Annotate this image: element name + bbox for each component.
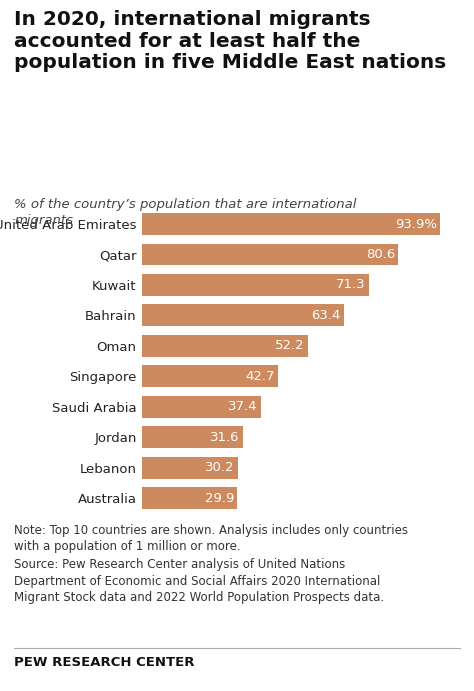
Text: 63.4: 63.4 xyxy=(311,309,340,322)
Bar xyxy=(142,487,237,509)
Text: 37.4: 37.4 xyxy=(228,400,258,413)
Bar xyxy=(142,274,369,296)
Text: 93.9%: 93.9% xyxy=(395,218,437,231)
Text: 42.7: 42.7 xyxy=(245,370,274,383)
Bar xyxy=(142,426,243,448)
Text: 29.9: 29.9 xyxy=(205,491,234,504)
Text: 31.6: 31.6 xyxy=(210,430,239,444)
Text: In 2020, international migrants
accounted for at least half the
population in fi: In 2020, international migrants accounte… xyxy=(14,10,447,72)
Text: 52.2: 52.2 xyxy=(275,339,305,352)
Text: % of the country’s population that are international
migrants: % of the country’s population that are i… xyxy=(14,198,356,227)
Text: 71.3: 71.3 xyxy=(336,278,365,292)
Text: PEW RESEARCH CENTER: PEW RESEARCH CENTER xyxy=(14,656,195,670)
Bar xyxy=(142,335,308,357)
Text: 30.2: 30.2 xyxy=(205,461,235,474)
Text: Note: Top 10 countries are shown. Analysis includes only countries
with a popula: Note: Top 10 countries are shown. Analys… xyxy=(14,524,408,553)
Bar xyxy=(142,366,278,387)
Text: 80.6: 80.6 xyxy=(366,248,395,261)
Bar xyxy=(142,305,344,326)
Bar xyxy=(142,457,238,479)
Bar xyxy=(142,243,398,265)
Bar xyxy=(142,396,261,417)
Text: Source: Pew Research Center analysis of United Nations
Department of Economic an: Source: Pew Research Center analysis of … xyxy=(14,558,384,605)
Bar xyxy=(142,213,440,235)
